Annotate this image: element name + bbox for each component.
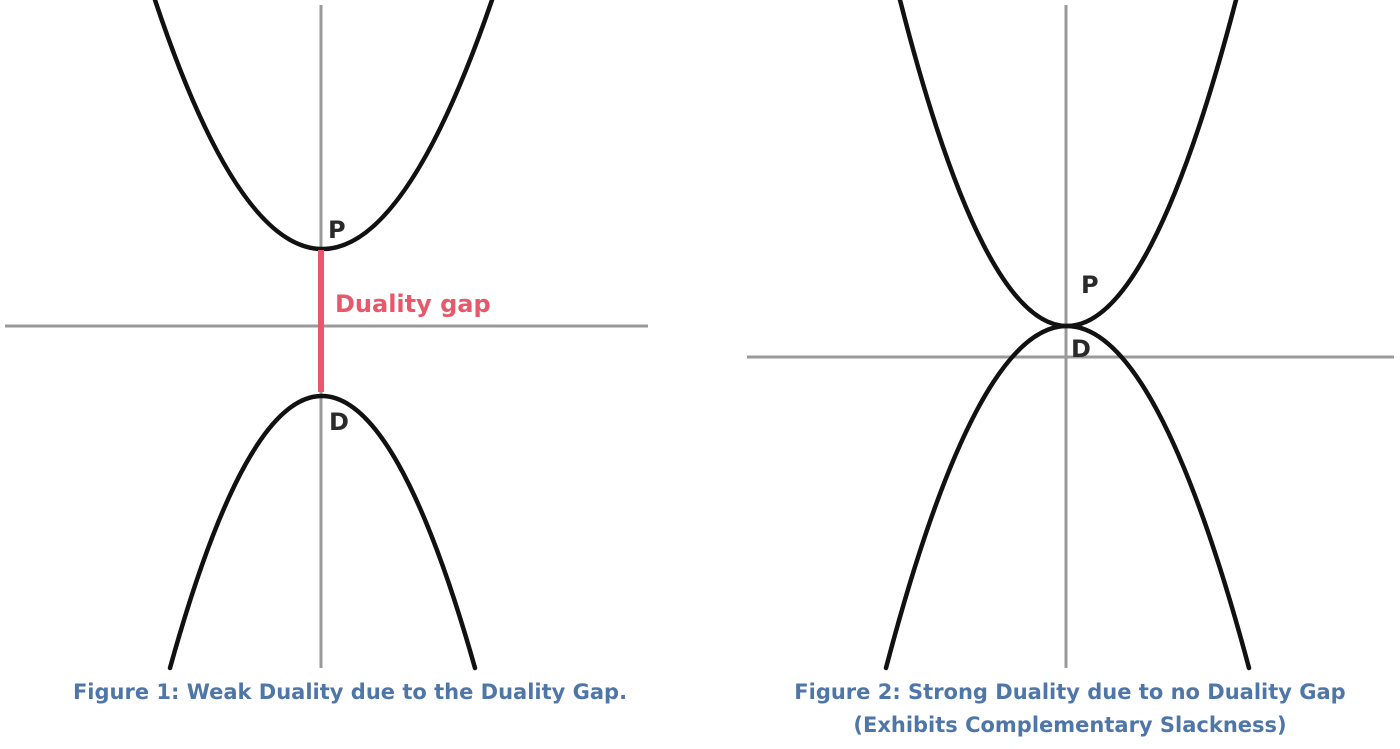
primal-curve xyxy=(897,0,1239,329)
primal-point-label: P xyxy=(1081,271,1099,299)
duality-gap-label: Duality gap xyxy=(335,290,491,318)
dual-point-label: D xyxy=(329,408,349,436)
dual-curve xyxy=(883,324,1252,671)
figure-2-strong-duality: P D Figure 2: Strong Duality due to no D… xyxy=(700,0,1400,749)
figure-1-weak-duality: P D Duality gap Figure 1: Weak Duality d… xyxy=(5,0,648,704)
figure-2-diagram: P D xyxy=(747,0,1394,671)
figure-2-caption-line-1: Figure 2: Strong Duality due to no Duali… xyxy=(794,680,1346,704)
figure-1-caption: Figure 1: Weak Duality due to the Dualit… xyxy=(72,680,628,704)
dual-curve xyxy=(167,393,478,671)
figure-1-diagram: P D Duality gap xyxy=(5,0,648,671)
figure-2-caption: Figure 2: Strong Duality due to no Duali… xyxy=(760,676,1380,742)
figure-2-caption-line-2: (Exhibits Complementary Slackness) xyxy=(853,713,1287,737)
primal-point-label: P xyxy=(328,216,346,244)
primal-curve xyxy=(152,0,495,251)
dual-point-label: D xyxy=(1071,335,1091,363)
